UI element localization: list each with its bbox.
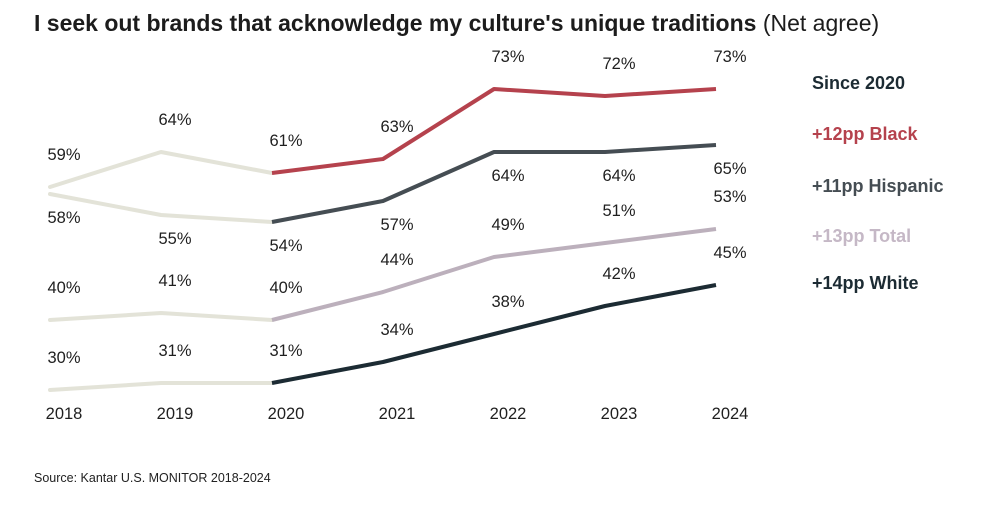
- x-tick-label-2020: 2020: [268, 405, 305, 423]
- x-tick-label-2018: 2018: [46, 405, 83, 423]
- data-label-white-2019: 31%: [158, 342, 191, 360]
- data-label-black-2024: 73%: [713, 48, 746, 66]
- series-line-white: [271, 283, 717, 385]
- data-label-black-2023: 72%: [602, 55, 635, 73]
- series-line-black: [271, 87, 717, 175]
- data-label-white-2020: 31%: [269, 342, 302, 360]
- data-label-hispanic-2022: 64%: [491, 167, 524, 185]
- chart-subtitle: (Net agree): [762, 10, 880, 36]
- series-line-hispanic: [271, 143, 717, 224]
- data-label-black-2021: 63%: [380, 118, 413, 136]
- series-line-total: [271, 227, 717, 322]
- x-tick-label-2021: 2021: [379, 405, 416, 423]
- series-line-black-history: [48, 192, 274, 224]
- data-label-hispanic-2019: 55%: [158, 230, 191, 248]
- data-label-total-2022: 49%: [491, 216, 524, 234]
- data-label-hispanic-2021: 57%: [380, 216, 413, 234]
- legend-heading: Since 2020: [812, 73, 906, 93]
- data-label-black-2018: 59%: [47, 146, 80, 164]
- data-label-black-2020: 61%: [269, 132, 302, 150]
- data-label-total-2024: 53%: [713, 188, 746, 206]
- x-tick-label-2022: 2022: [490, 405, 527, 423]
- x-tick-label-2023: 2023: [601, 405, 638, 423]
- data-label-white-2022: 38%: [491, 293, 524, 311]
- data-label-total-2023: 51%: [602, 202, 635, 220]
- data-label-total-2018: 40%: [47, 279, 80, 297]
- data-label-total-2021: 44%: [380, 251, 413, 269]
- x-tick-label-2019: 2019: [157, 405, 194, 423]
- legend-item-hispanic: +11pp Hispanic: [812, 176, 944, 196]
- data-label-hispanic-2018: 58%: [47, 209, 80, 227]
- source-note: Source: Kantar U.S. MONITOR 2018-2024: [34, 471, 271, 485]
- series-line-white-history: [48, 381, 274, 392]
- data-label-hispanic-2023: 64%: [602, 167, 635, 185]
- data-label-hispanic-2020: 54%: [269, 237, 302, 255]
- data-label-white-2024: 45%: [713, 244, 746, 262]
- data-label-total-2020: 40%: [269, 279, 302, 297]
- chart-title-main: I seek out brands that acknowledge my cu…: [34, 10, 757, 36]
- x-tick-label-2024: 2024: [712, 405, 749, 423]
- data-label-black-2019: 64%: [158, 111, 191, 129]
- data-label-hispanic-2024: 65%: [713, 160, 746, 178]
- data-label-white-2023: 42%: [602, 265, 635, 283]
- data-label-black-2022: 73%: [491, 48, 524, 66]
- legend-item-total: +13pp Total: [812, 226, 912, 246]
- data-label-total-2019: 41%: [158, 272, 191, 290]
- chart-title: I seek out brands that acknowledge my cu…: [34, 9, 879, 37]
- series-line-hispanic-history: [48, 150, 274, 189]
- legend-item-black: +12pp Black: [812, 124, 918, 144]
- series-line-total-history: [48, 311, 274, 322]
- legend-item-white: +14pp White: [812, 273, 919, 293]
- data-label-white-2021: 34%: [380, 321, 413, 339]
- data-label-white-2018: 30%: [47, 349, 80, 367]
